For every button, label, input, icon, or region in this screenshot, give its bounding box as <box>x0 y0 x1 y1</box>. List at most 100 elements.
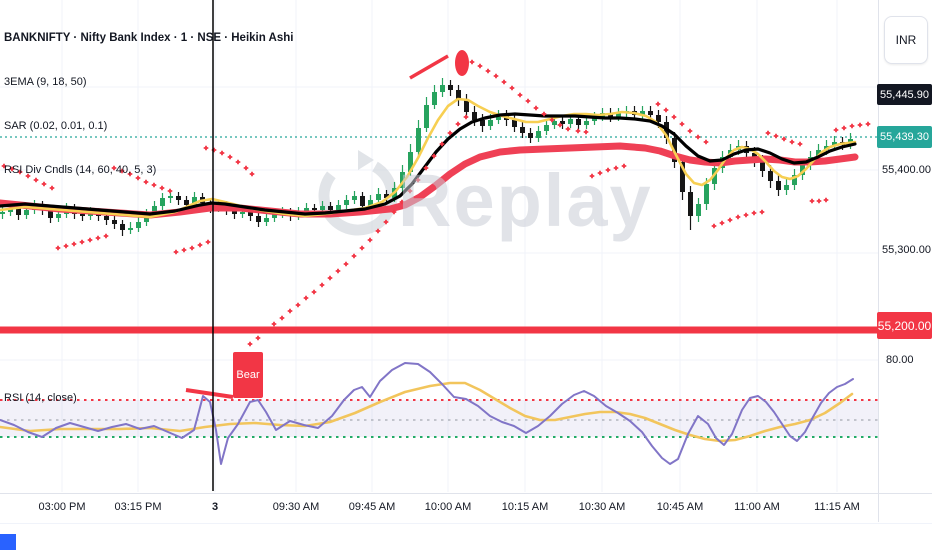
candle-body <box>464 100 469 112</box>
bear-signal-label: Bear <box>233 352 263 398</box>
candle-body <box>264 218 269 222</box>
candle-body <box>384 194 389 198</box>
candle-body <box>136 222 141 228</box>
candle-body <box>16 208 21 215</box>
candle-body <box>192 197 197 205</box>
time-tick-label: 10:15 AM <box>501 501 549 513</box>
candle-body <box>680 162 685 192</box>
candle-body <box>344 200 349 205</box>
time-tick-label: 10:00 AM <box>424 501 472 513</box>
candle-body <box>832 142 837 146</box>
candle-body <box>576 119 581 125</box>
sar-dots-chain <box>469 59 589 135</box>
candle-body <box>792 175 797 185</box>
trendline-annotation <box>409 54 449 80</box>
candle-body <box>128 228 133 230</box>
candle-body <box>424 105 429 128</box>
candle-body <box>648 111 653 115</box>
time-tick-label: 03:00 PM <box>38 501 86 513</box>
bottom-strip <box>0 523 932 550</box>
sar-dots-chain <box>711 209 765 229</box>
candle-body <box>328 206 333 210</box>
level-price-badge: 55,200.00 <box>877 312 932 339</box>
candle-body <box>360 196 365 206</box>
candle-body <box>56 214 61 218</box>
candle-body <box>432 92 437 105</box>
candle-body <box>184 200 189 205</box>
time-tick-label: 09:30 AM <box>272 501 320 513</box>
candle-body <box>616 113 621 117</box>
rsi-band <box>0 400 878 437</box>
candle-body <box>704 184 709 204</box>
candle-body <box>416 128 421 152</box>
indicator-label-sar[interactable]: SAR (0.02, 0.01, 0.1) <box>4 120 108 132</box>
candle-body <box>336 205 341 210</box>
indicator-label-3ema[interactable]: 3EMA (9, 18, 50) <box>4 76 87 88</box>
candle-body <box>560 121 565 124</box>
candle-body <box>176 196 181 200</box>
candle-body <box>440 85 445 92</box>
price-scale[interactable] <box>878 0 932 522</box>
current-price-badge: 55,439.30 <box>877 126 932 148</box>
sar-dots-chain <box>809 197 829 204</box>
candle-body <box>256 216 261 222</box>
price-scale-label: 55,300.00 <box>882 244 931 256</box>
replay-watermark-arrowhead <box>358 150 374 170</box>
candle-body <box>248 212 253 216</box>
candle-body <box>816 150 821 157</box>
toolbar-corner-patch[interactable] <box>0 534 16 550</box>
indicator-label-rsi[interactable]: RSI (14, close) <box>4 392 77 404</box>
candle-body <box>800 165 805 175</box>
currency-toggle-button[interactable]: INR <box>884 16 928 64</box>
candle-body <box>456 90 461 100</box>
candle-body <box>640 111 645 115</box>
ema-50-line <box>0 142 859 219</box>
replay-watermark-icon <box>318 156 398 236</box>
candle-body <box>408 152 413 172</box>
candle-body <box>696 204 701 216</box>
candle-body <box>232 210 237 214</box>
symbol-title[interactable]: BANKNIFTY · Nifty Bank Index · 1 · NSE ·… <box>4 32 294 44</box>
candle-body <box>656 115 661 122</box>
candle-body <box>584 121 589 125</box>
candle-body <box>368 200 373 206</box>
candle-body <box>536 131 541 138</box>
sar-dots-chain <box>247 114 469 347</box>
candle-body <box>48 210 53 218</box>
candle-body <box>552 121 557 125</box>
sar-dots-chain <box>589 163 627 179</box>
candle-body <box>528 133 533 138</box>
candle-body <box>80 214 85 216</box>
candle-body <box>376 194 381 200</box>
candle-body <box>448 85 453 90</box>
candle-body <box>352 196 357 200</box>
candle-body <box>320 206 325 210</box>
candle-body <box>592 117 597 121</box>
candle-body <box>240 212 245 214</box>
time-tick-label: 11:15 AM <box>814 501 860 513</box>
indicator-label-rsidiv[interactable]: RSI Div Cndls (14, 60, 40, 5, 3) <box>4 164 157 176</box>
candle-body <box>112 220 117 224</box>
candle-body <box>784 185 789 190</box>
sar-dots-chain <box>55 233 109 251</box>
time-tick-label: 11:00 AM <box>734 501 780 513</box>
sar-dots-chain <box>833 121 871 133</box>
candle-body <box>304 208 309 212</box>
rsi-line <box>0 362 854 465</box>
candle-body <box>544 125 549 131</box>
time-scale[interactable]: 03:00 PM 03:15 PM 3 09:30 AM 09:45 AM 10:00 A… <box>0 493 932 523</box>
sar-dots-chain <box>203 145 255 177</box>
candle-body <box>776 181 781 190</box>
candle-body <box>160 198 165 206</box>
candle-body <box>152 206 157 214</box>
sar-dots-chain <box>765 130 803 147</box>
rsi-divergence-line <box>185 388 234 399</box>
candle-body <box>312 208 317 210</box>
price-scale-label: 55,400.00 <box>882 164 931 176</box>
candle-body <box>400 172 405 188</box>
candle-body <box>104 216 109 220</box>
candle-body <box>120 224 125 230</box>
candle-body <box>768 171 773 181</box>
